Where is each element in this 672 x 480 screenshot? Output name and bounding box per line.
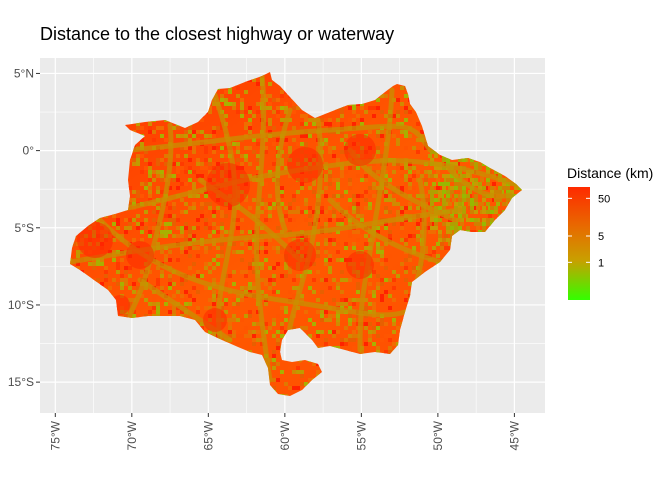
legend-breaks: 50 5 1 (568, 193, 610, 269)
x-tick-label: 65°W (201, 420, 215, 450)
x-tick-label: 50°W (431, 420, 445, 450)
x-tick-label: 70°W (125, 420, 139, 450)
legend-break-label: 50 (598, 193, 610, 205)
x-tick-label: 55°W (354, 420, 368, 450)
x-tick-label: 45°W (507, 420, 521, 450)
y-tick-label: 10°S (8, 298, 34, 312)
map-title: Distance to the closest highway or water… (40, 24, 395, 44)
x-tick-label: 60°W (278, 420, 292, 450)
y-axis: 5°N 0° 5°S 10°S 15°S (8, 66, 40, 389)
y-tick-label: 5°S (15, 221, 34, 235)
legend-break-label: 5 (598, 231, 604, 243)
x-tick-label: 75°W (48, 420, 62, 450)
legend-title: Distance (km) (567, 165, 653, 181)
y-tick-label: 15°S (8, 375, 34, 389)
y-tick-label: 0° (23, 144, 35, 158)
legend-break-label: 1 (598, 257, 604, 269)
legend-colorbar (568, 187, 590, 300)
y-tick-label: 5°N (14, 66, 34, 80)
x-axis: 75°W 70°W 65°W 60°W 55°W 50°W 45°W (48, 413, 521, 450)
legend: Distance (km) 50 5 1 (567, 165, 653, 300)
